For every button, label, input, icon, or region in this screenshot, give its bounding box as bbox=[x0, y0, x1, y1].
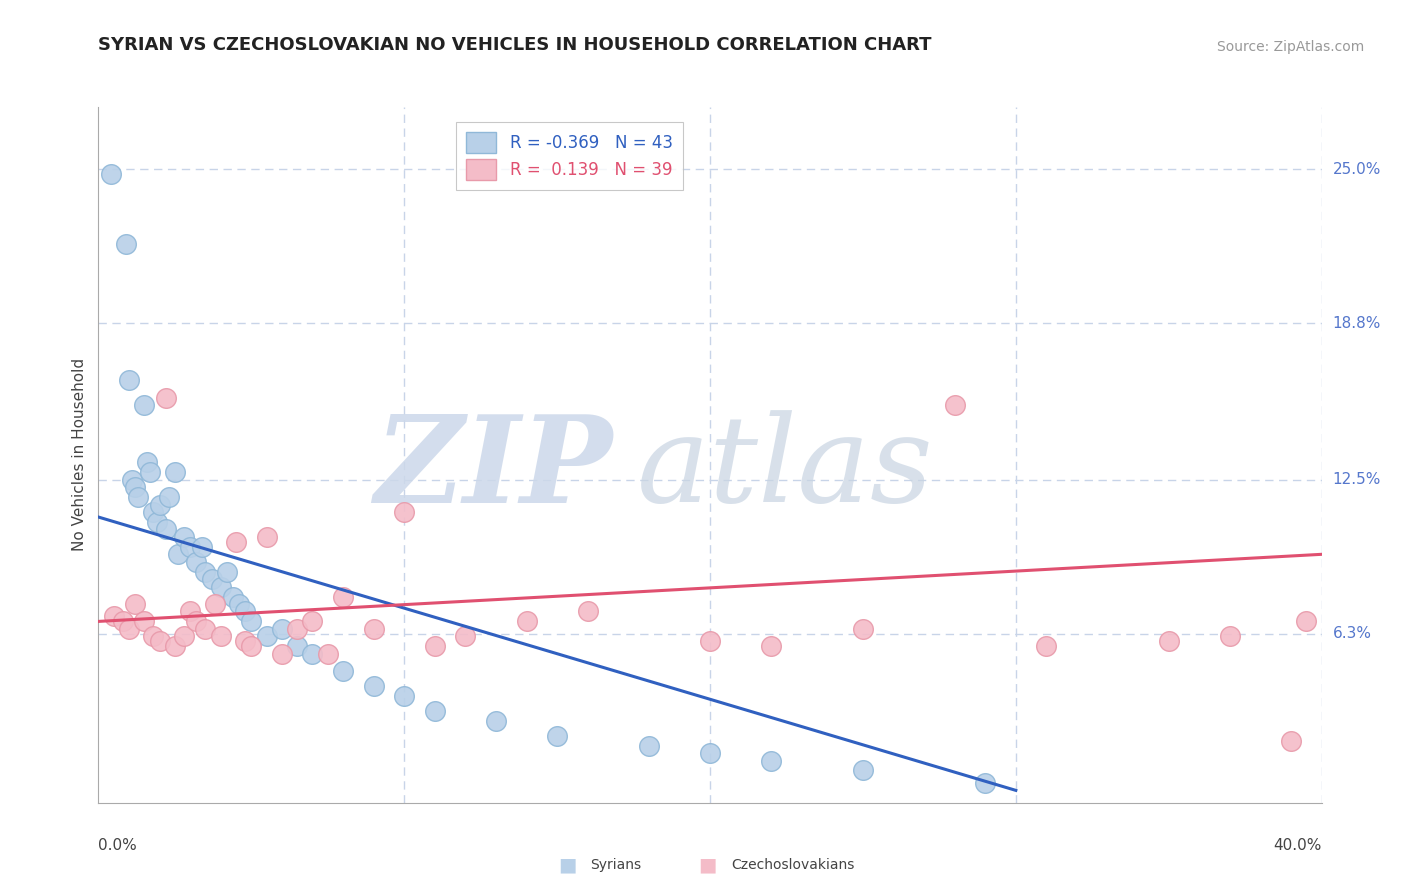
Point bbox=[142, 629, 165, 643]
Text: SYRIAN VS CZECHOSLOVAKIAN NO VEHICLES IN HOUSEHOLD CORRELATION CHART: SYRIAN VS CZECHOSLOVAKIAN NO VEHICLES IN… bbox=[98, 36, 932, 54]
Text: 40.0%: 40.0% bbox=[1274, 838, 1322, 853]
Point bbox=[423, 704, 446, 718]
Point bbox=[316, 647, 339, 661]
Point bbox=[516, 615, 538, 629]
Point bbox=[943, 398, 966, 412]
Text: Syrians: Syrians bbox=[591, 858, 641, 872]
Point bbox=[485, 714, 508, 728]
Point bbox=[454, 629, 477, 643]
Point bbox=[546, 729, 568, 743]
Point bbox=[173, 629, 195, 643]
Point bbox=[209, 629, 232, 643]
Point bbox=[637, 739, 661, 753]
Text: ZIP: ZIP bbox=[374, 409, 612, 528]
Point bbox=[163, 466, 186, 480]
Point bbox=[186, 555, 208, 569]
Point bbox=[240, 639, 263, 653]
Point bbox=[155, 391, 177, 405]
Point bbox=[576, 605, 599, 619]
Text: 6.3%: 6.3% bbox=[1333, 626, 1372, 641]
Text: Czechoslovakians: Czechoslovakians bbox=[731, 858, 855, 872]
Point bbox=[974, 776, 997, 790]
Point bbox=[240, 615, 263, 629]
Point bbox=[200, 572, 222, 586]
Point bbox=[194, 565, 217, 579]
Point bbox=[1035, 639, 1057, 653]
Point bbox=[1157, 634, 1180, 648]
Point bbox=[699, 634, 721, 648]
Point bbox=[256, 530, 278, 544]
Point bbox=[115, 236, 138, 251]
Point bbox=[270, 647, 292, 661]
Point bbox=[139, 466, 162, 480]
Text: ■: ■ bbox=[558, 855, 576, 875]
Point bbox=[118, 622, 141, 636]
Point bbox=[136, 455, 159, 469]
Text: Source: ZipAtlas.com: Source: ZipAtlas.com bbox=[1216, 39, 1364, 54]
Point bbox=[759, 639, 782, 653]
Point bbox=[228, 597, 250, 611]
Point bbox=[149, 634, 172, 648]
Point bbox=[363, 679, 385, 693]
Point bbox=[759, 754, 782, 768]
Text: ■: ■ bbox=[699, 855, 717, 875]
Point bbox=[142, 505, 165, 519]
Point bbox=[186, 615, 208, 629]
Point bbox=[179, 540, 201, 554]
Text: 25.0%: 25.0% bbox=[1333, 161, 1381, 177]
Point bbox=[179, 605, 201, 619]
Text: 18.8%: 18.8% bbox=[1333, 316, 1381, 331]
Point bbox=[301, 647, 323, 661]
Text: 12.5%: 12.5% bbox=[1333, 472, 1381, 487]
Point bbox=[103, 609, 125, 624]
Point bbox=[124, 597, 146, 611]
Point bbox=[392, 689, 416, 703]
Text: atlas: atlas bbox=[637, 410, 934, 527]
Point bbox=[167, 547, 190, 561]
Point bbox=[118, 373, 141, 387]
Point bbox=[1219, 629, 1241, 643]
Point bbox=[134, 615, 156, 629]
Point bbox=[1295, 615, 1317, 629]
Point bbox=[194, 622, 217, 636]
Point bbox=[134, 398, 156, 412]
Point bbox=[285, 639, 308, 653]
Point bbox=[163, 639, 186, 653]
Point bbox=[270, 622, 292, 636]
Text: 0.0%: 0.0% bbox=[98, 838, 138, 853]
Point bbox=[111, 615, 134, 629]
Point bbox=[233, 605, 256, 619]
Point bbox=[225, 534, 247, 549]
Point bbox=[155, 523, 177, 537]
Legend: R = -0.369   N = 43, R =  0.139   N = 39: R = -0.369 N = 43, R = 0.139 N = 39 bbox=[456, 122, 682, 190]
Point bbox=[124, 480, 146, 494]
Point bbox=[392, 505, 416, 519]
Point bbox=[157, 490, 180, 504]
Point bbox=[149, 498, 172, 512]
Point bbox=[301, 615, 323, 629]
Point bbox=[233, 634, 256, 648]
Point bbox=[256, 629, 278, 643]
Point bbox=[121, 473, 143, 487]
Point bbox=[173, 530, 195, 544]
Point bbox=[100, 167, 122, 181]
Point bbox=[1279, 733, 1302, 747]
Point bbox=[423, 639, 446, 653]
Point bbox=[852, 622, 875, 636]
Y-axis label: No Vehicles in Household: No Vehicles in Household bbox=[72, 359, 87, 551]
Point bbox=[127, 490, 149, 504]
Point bbox=[191, 540, 214, 554]
Point bbox=[145, 515, 167, 529]
Point bbox=[852, 764, 875, 778]
Point bbox=[699, 746, 721, 760]
Point bbox=[215, 565, 238, 579]
Point bbox=[363, 622, 385, 636]
Point bbox=[332, 664, 354, 678]
Point bbox=[204, 597, 226, 611]
Point bbox=[332, 590, 354, 604]
Point bbox=[285, 622, 308, 636]
Point bbox=[209, 580, 232, 594]
Point bbox=[222, 590, 245, 604]
